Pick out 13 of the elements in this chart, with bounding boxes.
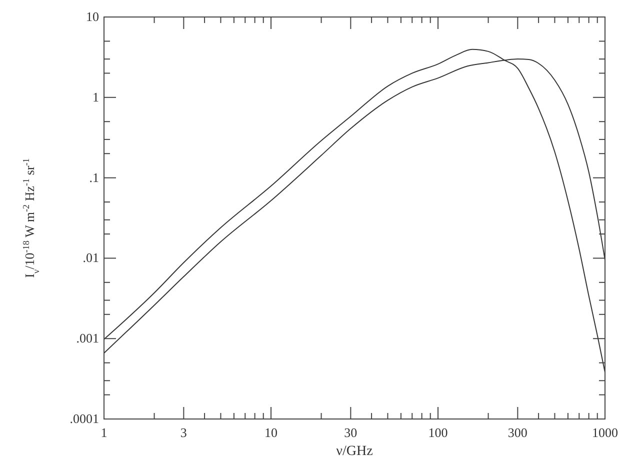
x-tick-label: 30 [344,425,358,440]
y-tick-label: .01 [82,250,99,266]
y-tick-label: .001 [76,330,99,346]
x-tick-label: 1000 [592,425,618,440]
y-tick-label: .0001 [70,411,99,426]
x-tick-label: 10 [264,425,278,440]
y-tick-label: 10 [86,9,99,24]
x-tick-label: 100 [428,425,448,440]
x-tick-label: 300 [508,425,528,440]
y-tick-label: 1 [92,89,99,104]
y-tick-label: .1 [89,170,99,185]
x-axis-title: ν/GHz [336,444,373,459]
x-tick-label: 3 [180,425,187,440]
